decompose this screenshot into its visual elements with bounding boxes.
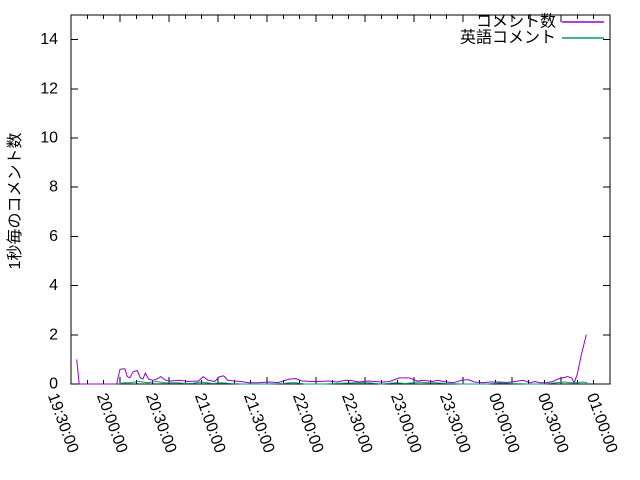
- y-tick-label: 0: [49, 376, 58, 393]
- series-line-english-comments: [118, 381, 588, 385]
- y-tick-label: 4: [49, 277, 58, 294]
- series-line-comments: [76, 334, 587, 385]
- y-tick-label: 2: [49, 326, 58, 343]
- legend-label: コメント数: [476, 13, 556, 31]
- y-tick-label: 12: [40, 80, 58, 97]
- y-tick-label: 14: [40, 31, 58, 48]
- plot-border: [70, 14, 611, 385]
- y-axis-title: 1秒毎のコメント数: [7, 132, 24, 270]
- y-tick-label: 10: [40, 130, 58, 147]
- y-tick-label: 8: [49, 179, 58, 196]
- y-tick-label: 6: [49, 228, 58, 245]
- legend-label: 英語コメント: [460, 29, 556, 47]
